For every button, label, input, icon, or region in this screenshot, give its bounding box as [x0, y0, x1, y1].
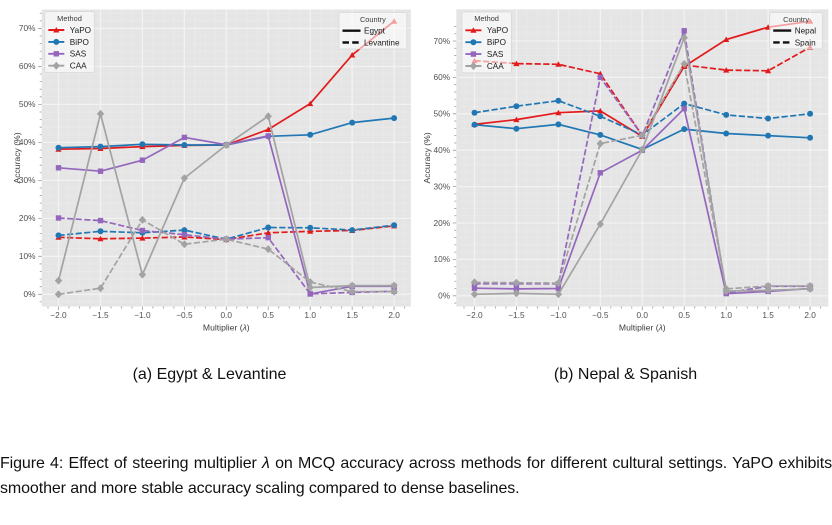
svg-text:1.5: 1.5: [762, 310, 774, 320]
svg-text:0.0: 0.0: [637, 310, 649, 320]
svg-text:−2.0: −2.0: [466, 310, 483, 320]
svg-text:0%: 0%: [438, 291, 451, 301]
svg-text:−2.0: −2.0: [50, 310, 67, 320]
svg-text:10%: 10%: [19, 251, 36, 261]
svg-text:1.0: 1.0: [304, 310, 316, 320]
svg-text:20%: 20%: [19, 213, 36, 223]
svg-text:0.5: 0.5: [262, 310, 274, 320]
svg-text:Egypt: Egypt: [364, 27, 386, 36]
svg-text:BiPO: BiPO: [487, 38, 506, 47]
svg-text:70%: 70%: [433, 36, 450, 46]
svg-text:−1.0: −1.0: [550, 310, 567, 320]
svg-text:Accuracy (%): Accuracy (%): [422, 132, 432, 183]
svg-text:−1.5: −1.5: [92, 310, 109, 320]
svg-text:YaPO: YaPO: [487, 26, 508, 35]
svg-text:1.5: 1.5: [346, 310, 358, 320]
svg-text:Country: Country: [783, 15, 809, 24]
svg-text:BiPO: BiPO: [70, 38, 89, 47]
svg-text:CAA: CAA: [487, 62, 504, 71]
svg-text:YaPO: YaPO: [70, 26, 91, 35]
svg-text:Method: Method: [474, 14, 499, 23]
svg-text:1.0: 1.0: [720, 310, 732, 320]
svg-text:0.5: 0.5: [678, 310, 690, 320]
svg-text:30%: 30%: [433, 181, 450, 191]
svg-text:50%: 50%: [19, 99, 36, 109]
svg-text:Spain: Spain: [795, 38, 816, 47]
svg-text:20%: 20%: [433, 218, 450, 228]
svg-text:2.0: 2.0: [388, 310, 400, 320]
svg-text:−0.5: −0.5: [176, 310, 193, 320]
svg-text:−1.0: −1.0: [134, 310, 151, 320]
svg-text:2.0: 2.0: [804, 310, 816, 320]
svg-text:0.0: 0.0: [221, 310, 233, 320]
svg-text:SAS: SAS: [70, 50, 87, 59]
svg-text:10%: 10%: [433, 254, 450, 264]
svg-text:40%: 40%: [19, 137, 36, 147]
svg-text:Levantine: Levantine: [364, 38, 400, 47]
svg-text:0%: 0%: [24, 289, 37, 299]
svg-text:SAS: SAS: [487, 50, 504, 59]
svg-text:−1.5: −1.5: [508, 310, 525, 320]
svg-text:Multiplier (λ): Multiplier (λ): [619, 323, 666, 333]
svg-text:Country: Country: [360, 15, 386, 24]
svg-text:50%: 50%: [433, 109, 450, 119]
svg-text:40%: 40%: [433, 145, 450, 155]
svg-text:CAA: CAA: [70, 62, 87, 71]
svg-text:Multiplier (λ): Multiplier (λ): [203, 323, 250, 333]
svg-text:Nepal: Nepal: [795, 27, 817, 36]
svg-text:30%: 30%: [19, 175, 36, 185]
svg-text:Accuracy (%): Accuracy (%): [12, 132, 22, 183]
svg-text:70%: 70%: [19, 23, 36, 33]
svg-text:−0.5: −0.5: [592, 310, 609, 320]
svg-text:60%: 60%: [433, 72, 450, 82]
svg-text:Method: Method: [57, 14, 82, 23]
svg-text:60%: 60%: [19, 61, 36, 71]
